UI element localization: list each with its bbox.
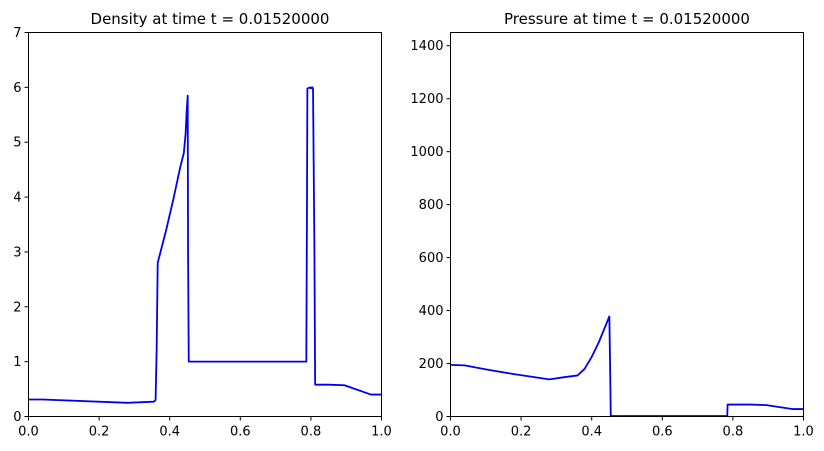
pressure-x-tick-label: 1.0 [793, 425, 814, 440]
density-x-tick-label: 0.4 [159, 425, 180, 440]
pressure-plot-area [450, 315, 804, 417]
density-plot-area [28, 86, 382, 404]
density-chart-title: Density at time t = 0.01520000 [91, 10, 330, 28]
pressure-x-tick-label: 0.0 [440, 425, 461, 440]
pressure-y-tick-label: 1200 [410, 92, 443, 107]
pressure-y-tick-label: 400 [419, 304, 444, 319]
density-x-tick-label: 1.0 [371, 425, 392, 440]
pressure-x-tick-label: 0.2 [511, 425, 532, 440]
pressure-y-tick-label: 800 [419, 198, 444, 213]
density-chart: Density at time t = 0.01520000 0.0 0.2 0.4… [13, 10, 392, 440]
pressure-y-tick-label: 200 [419, 357, 444, 372]
density-x-tick-label: 0.8 [301, 425, 322, 440]
density-y-tick-label: 3 [13, 245, 21, 260]
pressure-x-tick-label: 0.6 [652, 425, 673, 440]
density-axes-frame [28, 32, 382, 417]
density-y-tick-label: 5 [13, 136, 21, 151]
pressure-axes-frame [450, 32, 804, 417]
pressure-chart-title: Pressure at time t = 0.01520000 [504, 10, 750, 28]
pressure-series-line [450, 315, 804, 417]
pressure-y-tick-label: 600 [419, 251, 444, 266]
density-y-tick-label: 7 [13, 26, 21, 41]
density-y-tick-label: 4 [13, 191, 21, 206]
density-series-line [28, 86, 382, 404]
density-y-tick-label: 1 [13, 355, 21, 370]
density-y-tick-label: 0 [13, 410, 21, 425]
density-x-tick-label: 0.2 [89, 425, 110, 440]
density-y-tick-label: 6 [13, 81, 21, 96]
pressure-x-tick-label: 0.4 [581, 425, 602, 440]
pressure-y-tick-label: 0 [435, 410, 443, 425]
density-x-tick-label: 0.6 [230, 425, 251, 440]
pressure-y-tick-label: 1400 [410, 39, 443, 54]
pressure-x-tick-label: 0.8 [723, 425, 744, 440]
pressure-y-tick-label: 1000 [410, 145, 443, 160]
density-x-tick-label: 0.0 [18, 425, 39, 440]
density-y-tick-label: 2 [13, 300, 21, 315]
pressure-chart: Pressure at time t = 0.01520000 0.0 0.2 0.… [410, 10, 813, 440]
